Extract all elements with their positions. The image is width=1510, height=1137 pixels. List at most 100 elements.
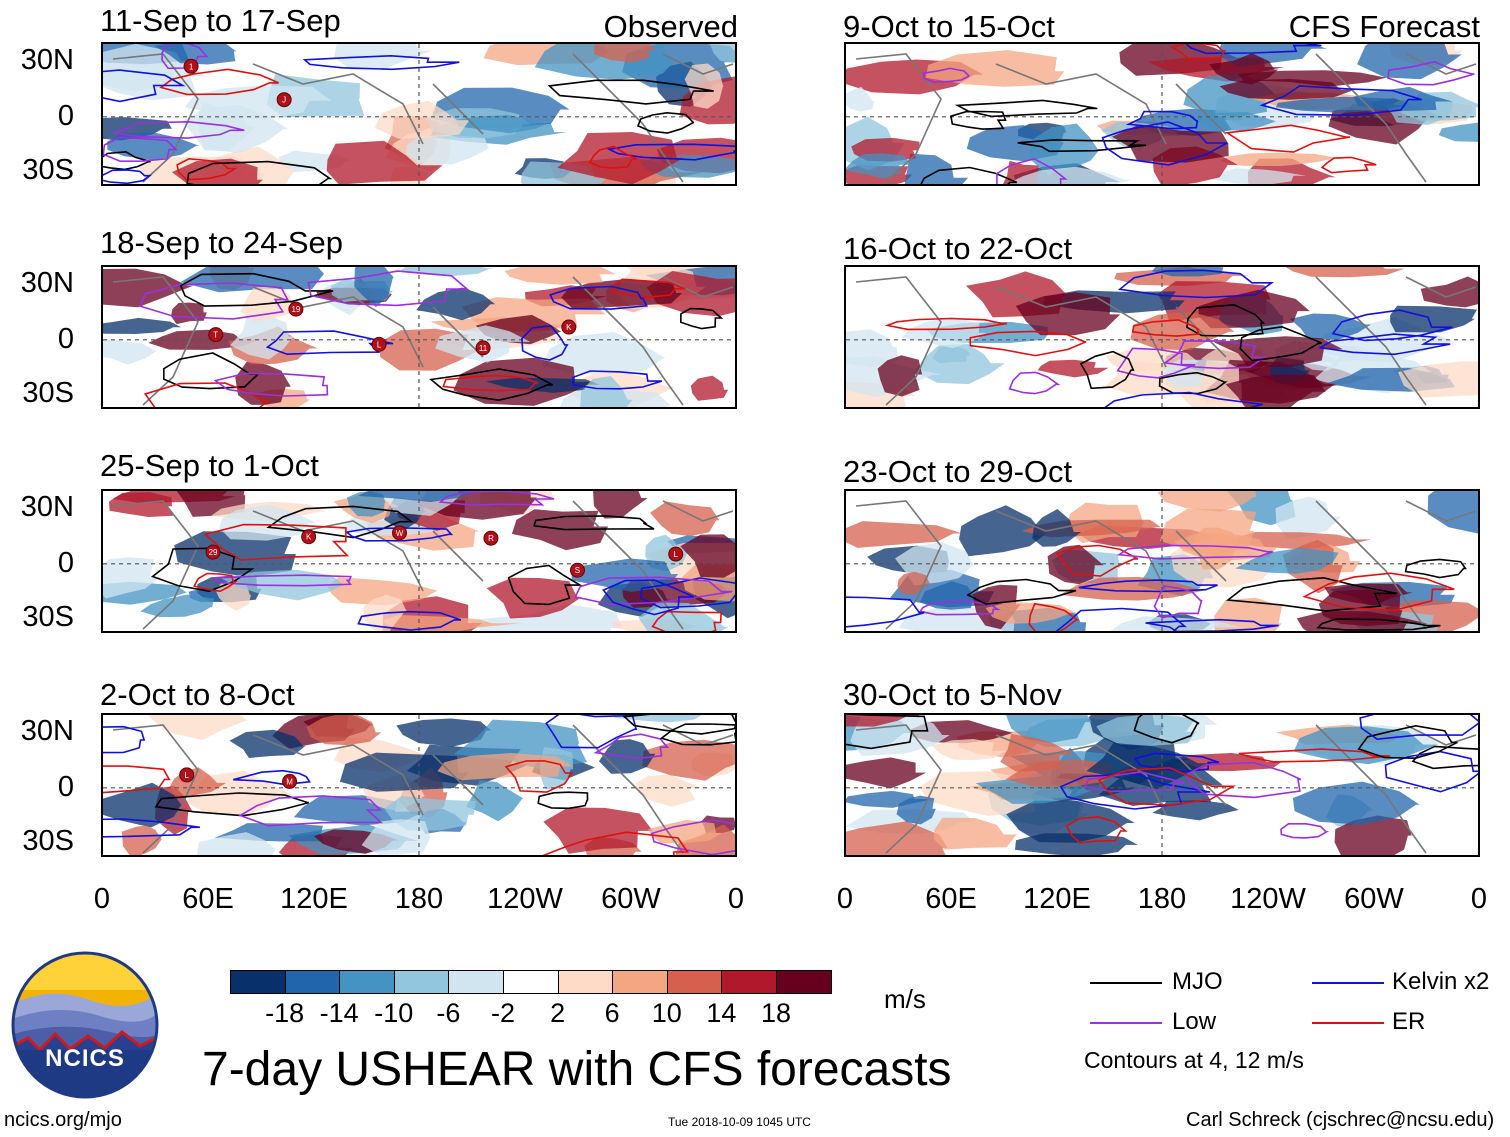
colorbar-label: 14: [706, 998, 737, 1028]
y-tick-label: 30N: [20, 491, 74, 523]
storm-marker: M: [282, 773, 298, 789]
colorbar-label: 2: [550, 998, 566, 1028]
legend-low-line: [1090, 1022, 1162, 1024]
logo-graphic: [11, 951, 159, 1099]
x-tick-label: 0: [836, 883, 854, 915]
legend-mjo-label: MJO: [1172, 968, 1223, 995]
panel-title-obs-3: 25-Sep to 1-Oct: [100, 448, 319, 483]
storm-marker: T: [208, 327, 224, 343]
storm-marker: J: [276, 92, 292, 108]
panel-title-fc-4: 30-Oct to 5-Nov: [843, 677, 1062, 712]
svg-text:1: 1: [189, 62, 194, 71]
legend-mjo-line: [1090, 982, 1162, 984]
observed-map-panel-3: 29 K W R S L: [101, 489, 737, 633]
x-tick-label: 120W: [1230, 883, 1306, 915]
x-tick-label: 0: [1470, 883, 1488, 915]
y-tick-label: 30S: [22, 377, 74, 409]
colorbar-label: -2: [490, 998, 515, 1028]
svg-text:S: S: [575, 566, 580, 575]
svg-text:K: K: [306, 533, 312, 542]
storm-marker: W: [392, 525, 408, 541]
y-tick-label: 30S: [22, 825, 74, 857]
y-tick-label: 0: [57, 323, 74, 355]
x-tick-label: 0: [727, 883, 745, 915]
colorbar-label: -10: [374, 998, 414, 1028]
storm-marker: L: [179, 767, 195, 783]
x-tick-label: 0: [93, 883, 111, 915]
forecast-map-panel-1: [844, 42, 1480, 186]
svg-text:M: M: [286, 777, 293, 786]
colorbar-unit: m/s: [884, 984, 926, 1014]
x-tick-label: 60W: [1344, 883, 1404, 915]
colorbar-swatch: [448, 970, 504, 994]
storm-marker: K: [561, 319, 577, 335]
colorbar-swatch: [503, 970, 559, 994]
x-tick-label: 120E: [1023, 883, 1091, 915]
svg-text:K: K: [566, 323, 572, 332]
colorbar-swatch: [284, 970, 341, 994]
panel-title-fc-1: 9-Oct to 15-Oct: [843, 9, 1055, 44]
colorbar-label: -6: [436, 998, 461, 1028]
x-tick-label: 180: [1137, 883, 1187, 915]
footer-left: ncics.org/mjo: [4, 1109, 122, 1131]
storm-marker: S: [569, 562, 585, 578]
svg-text:L: L: [377, 340, 382, 349]
shear-field: [846, 715, 1478, 855]
x-tick-label: 120W: [487, 883, 563, 915]
colorbar-swatch: [393, 970, 450, 994]
legend-er-line: [1312, 1022, 1384, 1024]
colorbar-swatch: [230, 970, 286, 994]
svg-text:19: 19: [291, 305, 300, 314]
panel-title-fc-2: 16-Oct to 22-Oct: [843, 231, 1073, 266]
forecast-map-panel-2: [844, 265, 1480, 409]
svg-text:L: L: [184, 771, 189, 780]
svg-text:29: 29: [209, 548, 218, 557]
shear-field: [846, 491, 1478, 631]
shear-field: T 19 L 11 K: [103, 267, 735, 407]
forecast-map-panel-3: [844, 489, 1480, 633]
storm-marker: 1: [183, 58, 199, 74]
y-tick-label: 30N: [20, 715, 74, 747]
y-tick-label: 30S: [22, 601, 74, 633]
storm-marker: 11: [475, 340, 491, 356]
y-tick-label: 0: [57, 547, 74, 579]
y-tick-label: 0: [57, 771, 74, 803]
panel-title-fc-3: 23-Oct to 29-Oct: [843, 454, 1073, 489]
svg-text:R: R: [488, 534, 494, 543]
storm-marker: K: [301, 529, 317, 545]
colorbar-label: -18: [265, 998, 305, 1028]
x-tick-label: 60E: [182, 883, 234, 915]
svg-text:T: T: [213, 331, 218, 340]
footer-right: Carl Schreck (cjschrec@ncsu.edu): [1186, 1109, 1495, 1131]
storm-marker: L: [668, 546, 684, 562]
colorbar-swatch: [776, 970, 832, 994]
shear-field: 29 K W R S L: [103, 491, 735, 631]
x-tick-label: 120E: [280, 883, 348, 915]
x-tick-label: 60W: [601, 883, 661, 915]
forecast-label: CFS Forecast: [1288, 9, 1480, 44]
storm-marker: L: [371, 336, 387, 352]
colorbar-swatch: [612, 970, 668, 994]
observed-map-panel-2: T 19 L 11 K: [101, 265, 737, 409]
observed-label: Observed: [603, 9, 738, 44]
svg-text:11: 11: [479, 344, 488, 353]
shear-field: [846, 267, 1478, 407]
colorbar-swatch: [721, 970, 777, 994]
y-tick-label: 30N: [20, 44, 74, 76]
shear-field: [846, 44, 1478, 184]
panel-title-obs-1: 11-Sep to 17-Sep: [100, 3, 341, 38]
colorbar-swatch: [666, 970, 723, 994]
legend-kelvin-line: [1312, 982, 1384, 984]
forecast-map-panel-4: [844, 713, 1480, 857]
y-tick-label: 30S: [22, 154, 74, 186]
colorbar-label: 6: [604, 998, 620, 1028]
colorbar-label: 10: [651, 998, 682, 1028]
storm-marker: R: [483, 530, 499, 546]
shear-field: LM: [103, 715, 735, 855]
svg-text:L: L: [674, 550, 679, 559]
y-tick-label: 30N: [20, 267, 74, 299]
shear-field: 1J: [103, 44, 735, 184]
legend-kelvin-label: Kelvin x2: [1392, 968, 1490, 995]
